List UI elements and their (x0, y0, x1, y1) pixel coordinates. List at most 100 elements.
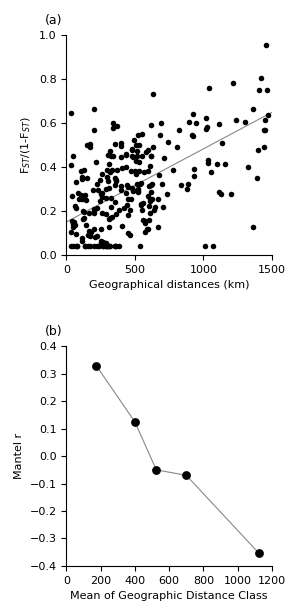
Point (148, 194, 153, 204)
Point (103, 239, 108, 248)
Point (133, 417, 137, 427)
Point (134, 169, 139, 179)
Point (112, 180, 117, 190)
Point (151, 89, 156, 99)
Point (92, 104, 96, 114)
Point (88, 143, 93, 153)
Point (115, 121, 120, 131)
Point (149, 194, 154, 204)
Point (78, 165, 83, 175)
Point (71, 217, 76, 227)
Point (104, 194, 109, 204)
Point (106, 177, 110, 186)
Point (104, 241, 109, 251)
Point (74, 229, 79, 239)
Point (148, 161, 153, 170)
Point (98, 175, 103, 185)
Point (118, 138, 123, 148)
Point (119, 185, 124, 195)
Point (104, 165, 109, 175)
Point (254, 173, 259, 183)
Point (117, 241, 122, 251)
Point (185, 180, 190, 189)
Point (147, 208, 152, 218)
Point (189, 130, 194, 140)
Point (96, 241, 101, 251)
Point (191, 172, 196, 181)
Point (124, 200, 129, 210)
Point (113, 241, 118, 251)
Point (87, 226, 92, 236)
Point (190, 109, 195, 119)
Point (77, 194, 82, 204)
Point (106, 222, 111, 232)
Point (149, 188, 154, 197)
Point (166, 137, 171, 147)
Point (152, 202, 157, 212)
Point (82, 165, 87, 175)
Point (257, 85, 262, 95)
Point (205, 122, 210, 132)
Point (120, 221, 125, 231)
Point (137, 179, 142, 189)
Point (85, 241, 90, 251)
Point (162, 153, 167, 163)
Point (103, 241, 108, 251)
Point (255, 145, 260, 155)
Point (92, 208, 96, 218)
Point (80, 206, 85, 216)
Point (136, 130, 141, 140)
Point (262, 125, 266, 135)
Point (111, 123, 116, 133)
Point (142, 167, 146, 177)
Point (222, 159, 227, 169)
Point (92, 232, 97, 242)
Point (103, 209, 108, 219)
Point (74, 203, 79, 213)
Point (158, 130, 163, 140)
Point (147, 201, 152, 211)
Point (208, 167, 213, 177)
Point (148, 180, 153, 190)
Point (125, 194, 130, 204)
Point (230, 78, 235, 88)
Point (118, 181, 123, 191)
Point (92, 241, 96, 251)
Point (112, 241, 117, 251)
Point (111, 118, 116, 128)
Point (140, 215, 145, 225)
Point (194, 118, 199, 128)
Point (262, 142, 267, 152)
Point (262, 115, 267, 125)
Point (103, 241, 108, 251)
Point (80, 233, 84, 243)
Point (119, 152, 124, 162)
X-axis label: Geographical distances (km): Geographical distances (km) (89, 280, 249, 290)
Y-axis label: F$_{ST}$/(1-F$_{ST}$): F$_{ST}$/(1-F$_{ST}$) (20, 116, 33, 174)
Point (148, 151, 153, 161)
Point (134, 146, 139, 156)
Point (134, 179, 139, 189)
Point (99, 189, 103, 199)
Point (68, 226, 73, 236)
Point (150, 180, 155, 189)
Point (191, 131, 196, 141)
Point (129, 183, 134, 193)
Point (117, 205, 122, 215)
Point (126, 183, 131, 192)
Point (145, 224, 150, 234)
Point (136, 184, 140, 194)
Point (245, 162, 250, 172)
Point (70, 216, 75, 226)
Point (136, 186, 141, 196)
Point (83, 220, 88, 230)
Point (139, 205, 144, 215)
Point (140, 129, 145, 138)
Point (124, 149, 129, 159)
Point (79, 174, 84, 184)
Point (95, 231, 100, 240)
Point (257, 549, 262, 558)
Point (251, 104, 256, 114)
Point (114, 175, 118, 185)
Point (108, 192, 113, 202)
